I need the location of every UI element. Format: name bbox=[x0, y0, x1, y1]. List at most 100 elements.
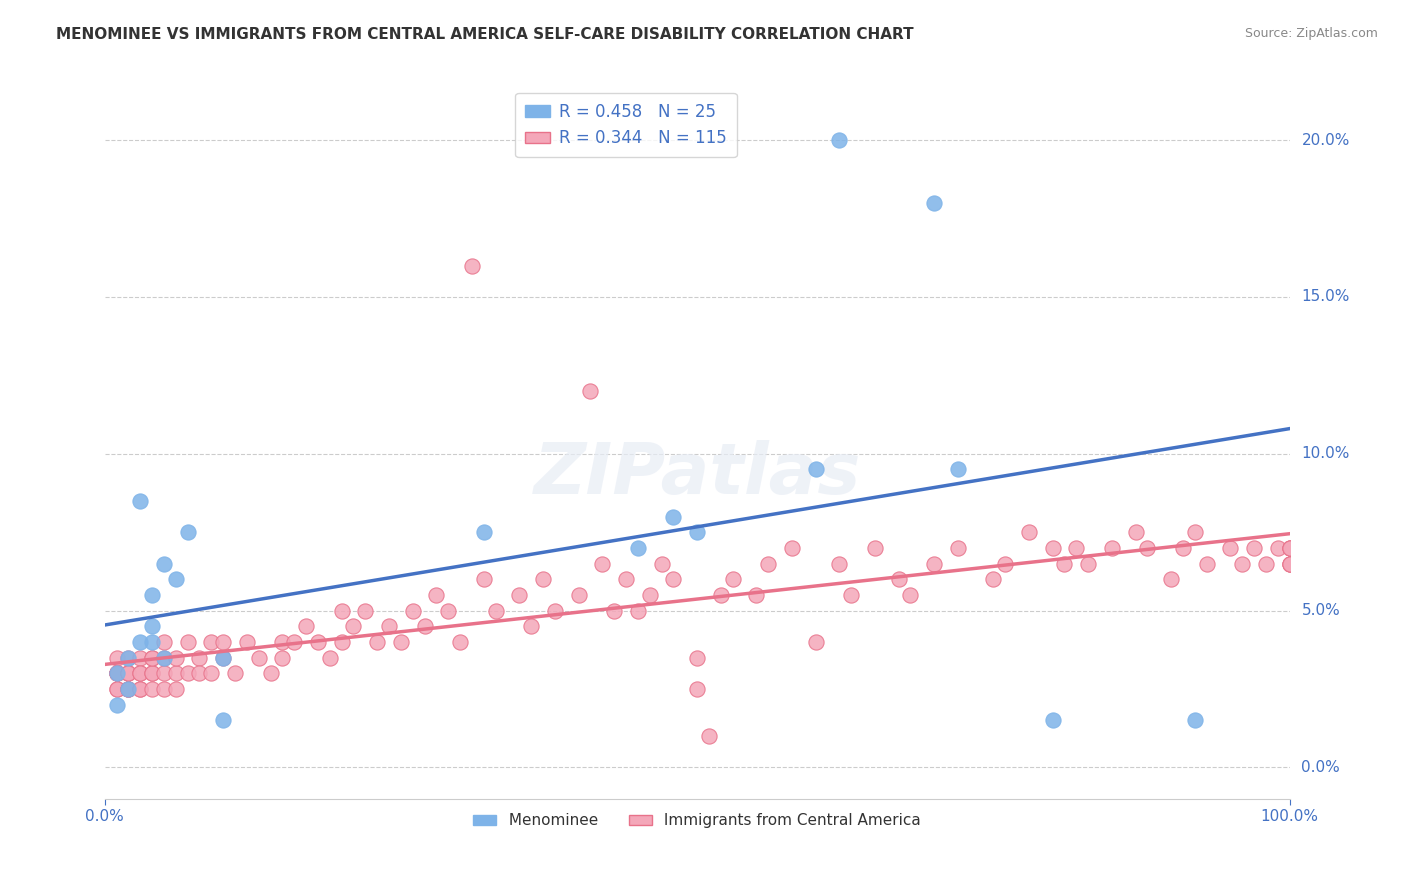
Text: 15.0%: 15.0% bbox=[1302, 290, 1350, 304]
Point bbox=[153, 557, 176, 571]
Point bbox=[212, 635, 235, 649]
Point bbox=[176, 635, 198, 649]
Point bbox=[129, 681, 152, 696]
Point bbox=[141, 588, 163, 602]
Point bbox=[105, 681, 128, 696]
Point bbox=[117, 681, 139, 696]
Point bbox=[117, 666, 139, 681]
Point bbox=[165, 650, 187, 665]
Point bbox=[520, 619, 543, 633]
Point bbox=[247, 650, 270, 665]
Point bbox=[200, 666, 222, 681]
Text: MENOMINEE VS IMMIGRANTS FROM CENTRAL AMERICA SELF-CARE DISABILITY CORRELATION CH: MENOMINEE VS IMMIGRANTS FROM CENTRAL AME… bbox=[56, 27, 914, 42]
Point bbox=[981, 572, 1004, 586]
Point bbox=[828, 133, 851, 147]
Point bbox=[354, 604, 377, 618]
Point bbox=[828, 557, 851, 571]
Point bbox=[330, 604, 353, 618]
Point bbox=[437, 604, 460, 618]
Point bbox=[568, 588, 591, 602]
Point bbox=[188, 666, 211, 681]
Point bbox=[236, 635, 259, 649]
Point bbox=[579, 384, 602, 398]
Text: Source: ZipAtlas.com: Source: ZipAtlas.com bbox=[1244, 27, 1378, 40]
Point bbox=[141, 619, 163, 633]
Point bbox=[105, 666, 128, 681]
Point bbox=[1230, 557, 1253, 571]
Point bbox=[165, 572, 187, 586]
Point bbox=[1184, 525, 1206, 540]
Point bbox=[614, 572, 637, 586]
Point bbox=[887, 572, 910, 586]
Point bbox=[105, 666, 128, 681]
Point bbox=[141, 666, 163, 681]
Point bbox=[946, 541, 969, 555]
Point bbox=[472, 525, 495, 540]
Point bbox=[105, 681, 128, 696]
Point bbox=[141, 666, 163, 681]
Point bbox=[1195, 557, 1218, 571]
Point bbox=[153, 650, 176, 665]
Point bbox=[780, 541, 803, 555]
Point bbox=[117, 681, 139, 696]
Point bbox=[697, 729, 720, 743]
Point bbox=[105, 650, 128, 665]
Point bbox=[224, 666, 246, 681]
Point bbox=[212, 714, 235, 728]
Point bbox=[259, 666, 281, 681]
Point bbox=[389, 635, 412, 649]
Point bbox=[994, 557, 1017, 571]
Point bbox=[176, 666, 198, 681]
Point bbox=[1042, 541, 1064, 555]
Point bbox=[1160, 572, 1182, 586]
Point bbox=[839, 588, 862, 602]
Legend:  Menominee,  Immigrants from Central America: Menominee, Immigrants from Central Ameri… bbox=[467, 807, 927, 835]
Point bbox=[627, 604, 650, 618]
Point bbox=[1278, 557, 1301, 571]
Point bbox=[1219, 541, 1241, 555]
Point bbox=[508, 588, 530, 602]
Point bbox=[485, 604, 508, 618]
Point bbox=[153, 650, 176, 665]
Point bbox=[105, 666, 128, 681]
Point bbox=[319, 650, 342, 665]
Point bbox=[165, 666, 187, 681]
Point bbox=[1125, 525, 1147, 540]
Point bbox=[342, 619, 364, 633]
Point bbox=[1278, 541, 1301, 555]
Point bbox=[461, 259, 484, 273]
Point bbox=[900, 588, 922, 602]
Point bbox=[330, 635, 353, 649]
Point bbox=[117, 650, 139, 665]
Point bbox=[105, 666, 128, 681]
Point bbox=[449, 635, 471, 649]
Point bbox=[141, 681, 163, 696]
Point bbox=[366, 635, 388, 649]
Point bbox=[117, 650, 139, 665]
Point bbox=[378, 619, 401, 633]
Point bbox=[402, 604, 425, 618]
Point bbox=[710, 588, 733, 602]
Point bbox=[212, 650, 235, 665]
Point bbox=[413, 619, 436, 633]
Point bbox=[295, 619, 318, 633]
Point bbox=[1267, 541, 1289, 555]
Point bbox=[271, 635, 294, 649]
Point bbox=[662, 509, 685, 524]
Point bbox=[129, 650, 152, 665]
Point bbox=[686, 681, 709, 696]
Point bbox=[129, 681, 152, 696]
Point bbox=[756, 557, 779, 571]
Text: 0.0%: 0.0% bbox=[1302, 760, 1340, 775]
Point bbox=[638, 588, 661, 602]
Point bbox=[721, 572, 744, 586]
Text: 5.0%: 5.0% bbox=[1302, 603, 1340, 618]
Point bbox=[1077, 557, 1099, 571]
Point bbox=[804, 462, 827, 476]
Text: 10.0%: 10.0% bbox=[1302, 446, 1350, 461]
Point bbox=[804, 635, 827, 649]
Point bbox=[1254, 557, 1277, 571]
Point bbox=[662, 572, 685, 586]
Point bbox=[651, 557, 673, 571]
Point bbox=[117, 681, 139, 696]
